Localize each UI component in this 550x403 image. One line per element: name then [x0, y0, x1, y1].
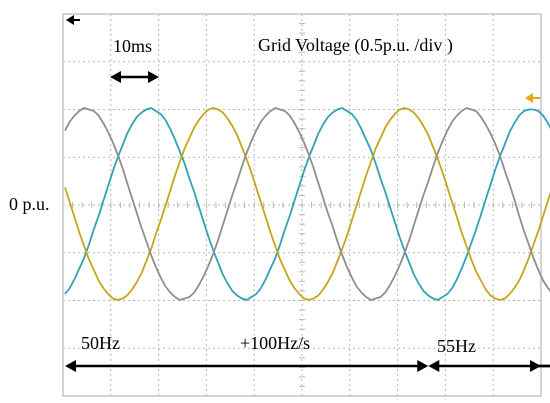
waveforms — [64, 107, 550, 301]
time-scale-label: 10ms — [113, 36, 153, 56]
left-arrow-icon — [66, 15, 74, 25]
segment-label-0: 50Hz — [81, 333, 120, 353]
zero-pu-label: 0 p.u. — [9, 194, 50, 214]
voltage-trace-2 — [64, 107, 550, 301]
segment-arrow-1-head-left — [428, 360, 440, 372]
segment-label-1: +100Hz/s — [240, 333, 311, 353]
segment-arrow-0-head-left — [65, 360, 76, 372]
voltage-trace-1 — [64, 107, 550, 301]
trigger-arrow-icon — [525, 93, 533, 103]
chart-title: Grid Voltage (0.5p.u. /div ) — [258, 35, 453, 55]
markers — [65, 15, 550, 372]
time-scale-arrow-head-right — [148, 71, 159, 83]
segment-label-2: 55Hz — [437, 336, 476, 356]
voltage-trace-0 — [64, 107, 550, 301]
time-scale-arrow-head-left — [110, 71, 121, 83]
segment-arrow-2-head-right — [530, 360, 541, 372]
grid — [62, 13, 542, 397]
segment-arrow-0-head-right — [417, 360, 429, 372]
